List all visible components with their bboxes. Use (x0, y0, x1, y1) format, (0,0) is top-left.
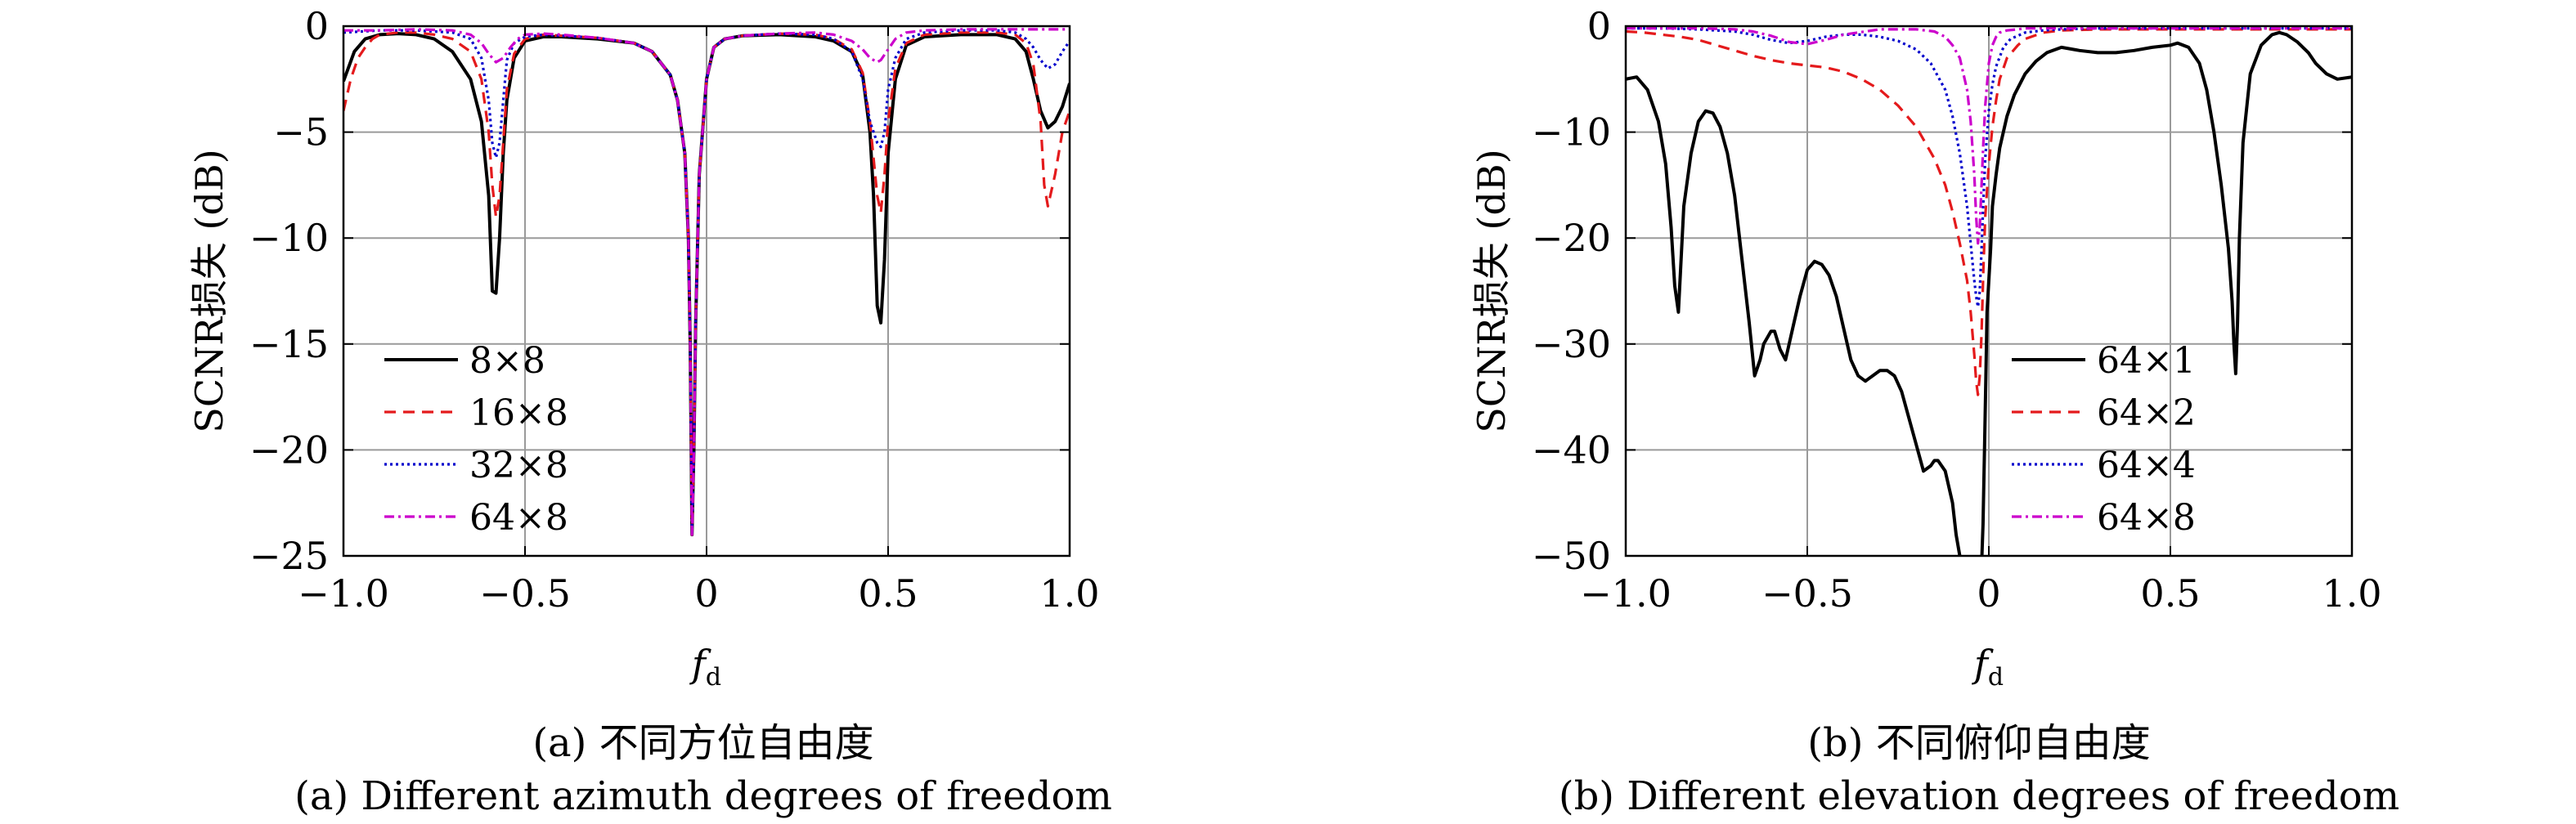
caption-a-zh: (a) 不同方位自由度 (532, 720, 873, 766)
y-tick-label: −40 (1532, 428, 1611, 472)
x-tick-label: −0.5 (479, 571, 571, 616)
series-line (343, 28, 1070, 536)
x-axis-label: fd (1972, 642, 2004, 692)
y-tick-label: −20 (1532, 216, 1611, 260)
x-tick-label: 1.0 (2322, 571, 2381, 616)
y-tick-label: −5 (273, 110, 329, 154)
series-line (1626, 28, 2352, 396)
x-tick-label: 0.5 (858, 571, 918, 616)
y-tick-label: −10 (1532, 110, 1611, 154)
caption-b-en: (b) Different elevation degrees of freed… (1559, 773, 2399, 819)
y-tick-label: −10 (249, 216, 329, 260)
x-axis-label: fd (689, 642, 721, 692)
legend-label: 64×2 (2097, 392, 2196, 434)
x-tick-label: 1.0 (1039, 571, 1099, 616)
y-tick-label: −25 (249, 534, 329, 578)
legend: 8×8 16×8 32×8 64×8 (384, 340, 568, 539)
legend-label: 16×8 (469, 392, 568, 434)
x-tick-label: 0 (1977, 571, 2000, 616)
series-line (1626, 30, 2352, 556)
panel-a: −1.0 −0.5 0 0.5 1.0 0 −5 −10 −15 −20 −25 SCNR损失 (dB… (187, 4, 1100, 692)
y-tick-label: −50 (1532, 534, 1611, 578)
x-tick-label: −1.0 (1580, 571, 1672, 616)
legend-label: 64×8 (2097, 497, 2196, 539)
y-tick-label: −20 (249, 428, 329, 472)
caption-a-en: (a) Different azimuth degrees of freedom (294, 773, 1112, 819)
legend-label: 32×8 (469, 445, 568, 486)
y-tick-label: 0 (1587, 4, 1611, 48)
caption-b-zh: (b) 不同俯仰自由度 (1807, 720, 2150, 766)
legend-label: 64×4 (2097, 445, 2196, 486)
panel-b: −1.0 −0.5 0 0.5 1.0 0 −10 −20 −30 −40 −50 SCNR损失 (d… (1470, 4, 2382, 692)
y-axis-label: SCNR损失 (dB) (187, 149, 231, 432)
x-tick-label: 0 (694, 571, 718, 616)
y-axis-label: SCNR损失 (dB) (1470, 149, 1514, 432)
legend-label: 8×8 (469, 340, 545, 382)
x-tick-label: −1.0 (298, 571, 389, 616)
legend-label: 64×1 (2097, 340, 2196, 382)
y-tick-label: −30 (1532, 322, 1611, 366)
y-tick-label: −15 (249, 322, 329, 366)
x-tick-label: 0.5 (2140, 571, 2200, 616)
x-tick-label: −0.5 (1761, 571, 1853, 616)
legend-label: 64×8 (469, 497, 568, 539)
y-tick-label: 0 (305, 4, 329, 48)
legend: 64×1 64×2 64×4 64×8 (2012, 340, 2196, 539)
